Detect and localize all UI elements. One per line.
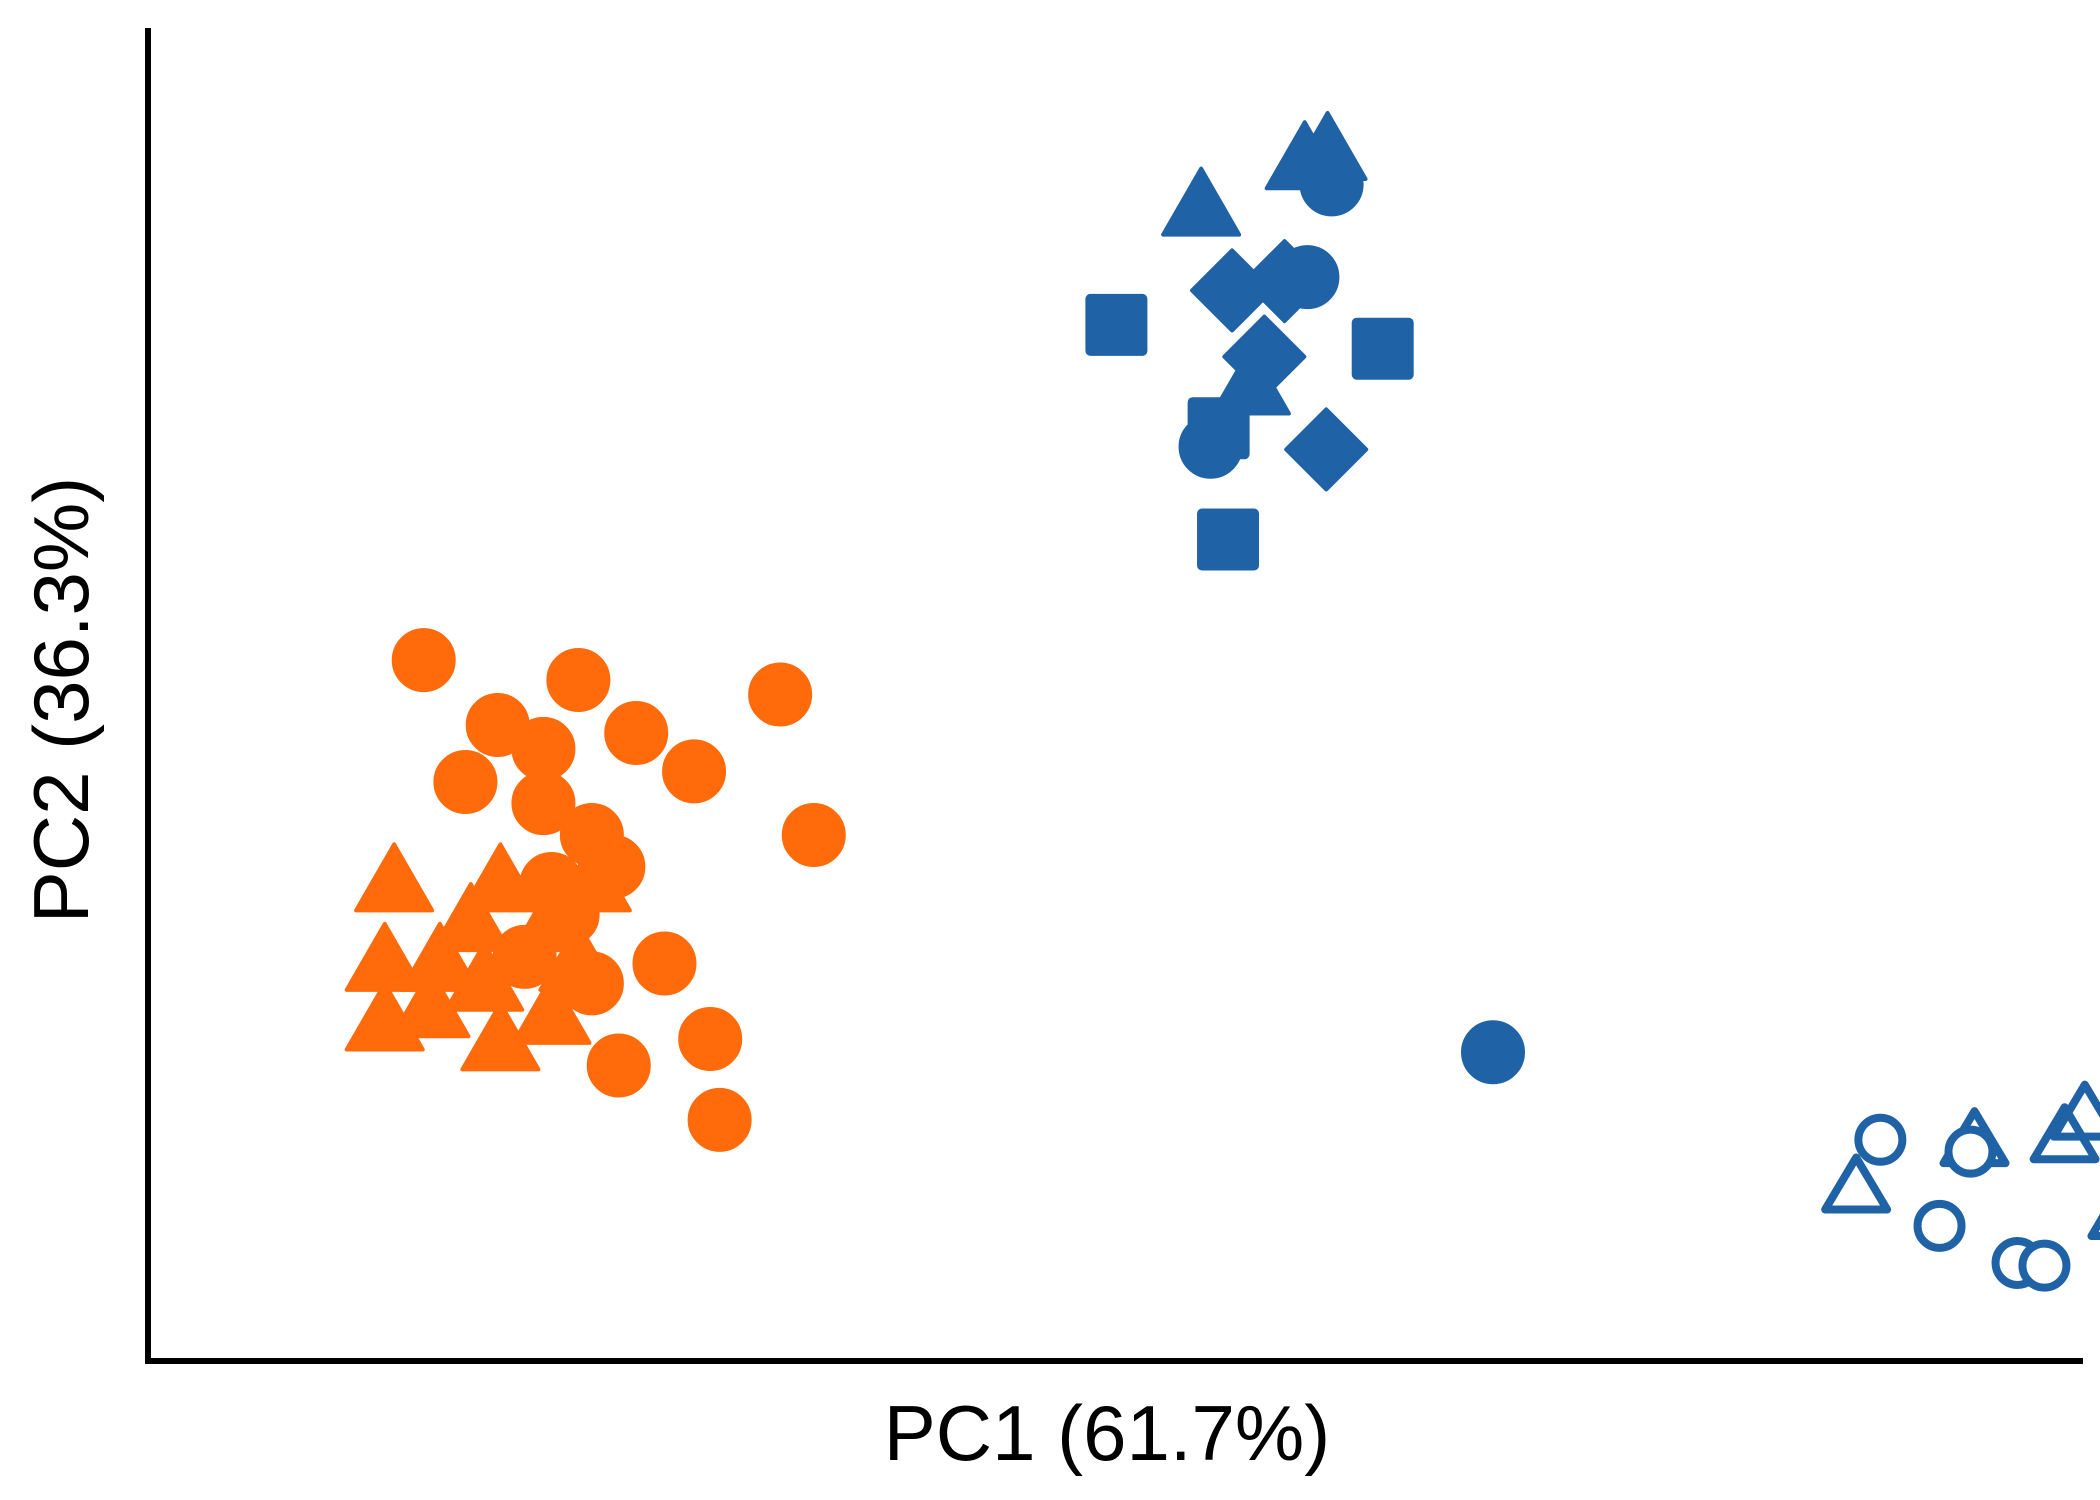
point-orange-filled-circle-6 bbox=[511, 771, 576, 836]
point-blue-open-circle-7 bbox=[1913, 1199, 1966, 1252]
point-orange-filled-triangle-24 bbox=[430, 882, 511, 953]
point-blue-filled-square-14 bbox=[1187, 397, 1250, 460]
point-orange-filled-circle-11 bbox=[781, 802, 846, 867]
point-orange-filled-circle-0 bbox=[391, 628, 456, 693]
point-orange-filled-triangle-25 bbox=[460, 842, 541, 913]
x-axis-label: PC1 (61.7%) bbox=[884, 1389, 1331, 1477]
point-orange-filled-circle-16 bbox=[748, 662, 813, 727]
point-blue-filled-diamond-9 bbox=[1242, 239, 1327, 324]
point-blue-open-triangle-4 bbox=[2087, 1213, 2100, 1241]
point-orange-filled-triangle-27 bbox=[511, 974, 592, 1045]
point-orange-filled-circle-13 bbox=[678, 1007, 743, 1072]
point-orange-filled-circle-15 bbox=[586, 1033, 651, 1098]
point-blue-filled-diamond-10 bbox=[1222, 314, 1307, 399]
chart-marks bbox=[344, 111, 2100, 1292]
point-orange-filled-circle-4 bbox=[433, 749, 498, 814]
point-blue-filled-square-15 bbox=[1197, 508, 1260, 571]
point-orange-filled-circle-5 bbox=[511, 716, 576, 781]
point-blue-filled-square-12 bbox=[1085, 293, 1148, 356]
point-blue-filled-square-13 bbox=[1351, 317, 1414, 380]
point-orange-filled-circle-10 bbox=[662, 739, 727, 804]
point-orange-filled-triangle-20 bbox=[354, 842, 435, 913]
point-blue-filled-diamond-11 bbox=[1284, 407, 1369, 492]
point-blue-open-circle-5 bbox=[1854, 1113, 1907, 1166]
point-orange-filled-triangle-32 bbox=[538, 921, 619, 992]
point-orange-filled-triangle-28 bbox=[551, 842, 632, 913]
point-blue-open-circle-6 bbox=[1944, 1125, 1997, 1178]
y-axis-label: PC2 (36.3%) bbox=[17, 477, 105, 924]
point-orange-filled-triangle-31 bbox=[444, 941, 525, 1012]
point-blue-filled-circle-4 bbox=[1299, 152, 1364, 217]
point-orange-filled-circle-2 bbox=[546, 647, 611, 712]
point-blue-open-circle-9 bbox=[2018, 1239, 2071, 1292]
point-blue-open-triangle-3 bbox=[2049, 1080, 2100, 1141]
point-blue-filled-circle-7 bbox=[1461, 1020, 1525, 1085]
point-blue-open-triangle-0 bbox=[1821, 1153, 1892, 1214]
point-orange-filled-circle-3 bbox=[604, 700, 669, 765]
point-orange-filled-circle-14 bbox=[687, 1087, 752, 1152]
point-orange-filled-circle-12 bbox=[632, 931, 697, 996]
point-blue-filled-triangle-0 bbox=[1161, 166, 1242, 237]
